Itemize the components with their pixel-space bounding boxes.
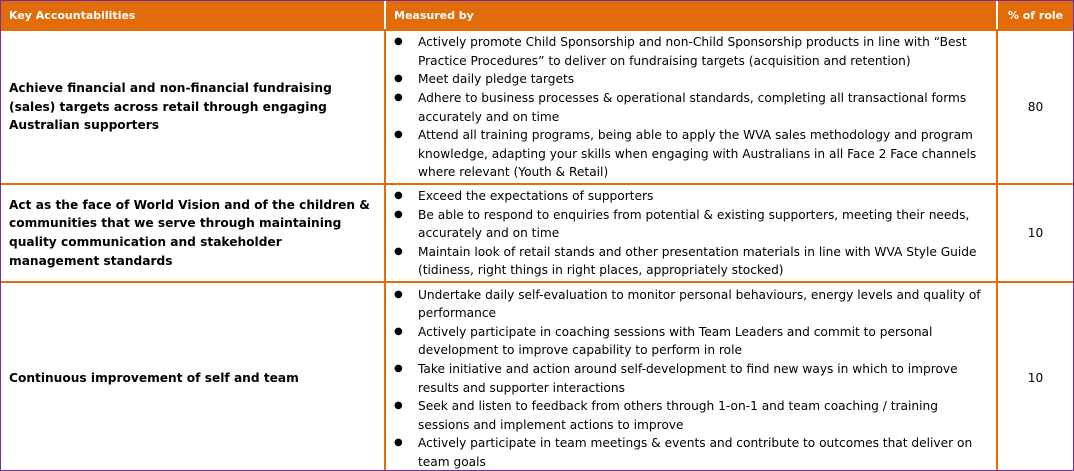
bullet-icon: ●: [394, 325, 403, 337]
list-item: ● Actively promote Child Sponsorship and …: [392, 33, 990, 70]
bullet-icon: ●: [394, 400, 403, 412]
measures-list: ● Undertake daily self-evaluation to moni…: [392, 286, 990, 470]
list-item: ● Actively participate in coaching sessio…: [392, 323, 990, 360]
measure-text: Meet daily pledge targets: [418, 72, 575, 87]
measure-text: Take initiative and action around self-d…: [418, 361, 958, 395]
measure-text: Undertake daily self-evaluation to monit…: [418, 287, 981, 321]
measured-by-cell: ● Exceed the expectations of supporters ●…: [384, 183, 997, 282]
bullet-icon: ●: [394, 208, 403, 220]
bullet-icon: ●: [394, 129, 403, 141]
table-row: Continuous improvement of self and team …: [1, 281, 1073, 470]
measure-text: Actively promote Child Sponsorship and n…: [418, 35, 967, 68]
list-item: ● Be able to respond to enquiries from po…: [392, 206, 990, 243]
list-item: ● Attend all training programs, being abl…: [392, 126, 990, 182]
list-item: ● Maintain look of retail stands and othe…: [392, 243, 990, 280]
measured-by-cell: ● Undertake daily self-evaluation to moni…: [384, 281, 997, 470]
bullet-icon: ●: [394, 362, 403, 374]
bullet-icon: ●: [394, 73, 403, 85]
measure-text: Seek and listen to feedback from others …: [418, 399, 938, 432]
measures-list: ● Exceed the expectations of supporters ●…: [392, 187, 990, 280]
header-percent-of-role: % of role: [996, 1, 1073, 31]
list-item: ● Meet daily pledge targets: [392, 70, 990, 89]
header-measured-by: Measured by: [384, 1, 997, 31]
accountability-cell: Achieve financial and non-financial fund…: [9, 81, 332, 133]
table-row: Achieve financial and non-financial fund…: [1, 30, 1073, 184]
measures-list: ● Actively promote Child Sponsorship and …: [392, 33, 990, 182]
list-item: ● Exceed the expectations of supporters: [392, 187, 990, 206]
measure-text: Adhere to business processes & operation…: [418, 90, 967, 124]
measure-text: Maintain look of retail stands and other…: [418, 244, 977, 278]
table-row: Act as the face of World Vision and of t…: [1, 183, 1073, 282]
table-header-row: Key Accountabilities Measured by % of ro…: [1, 1, 1073, 31]
measured-by-cell: ● Actively promote Child Sponsorship and …: [384, 30, 997, 184]
list-item: ● Take initiative and action around self-…: [392, 360, 990, 397]
measure-text: Exceed the expectations of supporters: [418, 189, 654, 204]
bullet-icon: ●: [394, 91, 403, 103]
measure-text: Be able to respond to enquiries from pot…: [418, 207, 970, 241]
accountability-cell: Act as the face of World Vision and of t…: [1, 183, 385, 282]
accountability-cell: Continuous improvement of self and team: [1, 281, 385, 470]
percent-cell: 80: [996, 30, 1073, 184]
bullet-icon: ●: [394, 288, 403, 300]
list-item: ● Seek and listen to feedback from others…: [392, 397, 990, 434]
list-item: ● Adhere to business processes & operatio…: [392, 89, 990, 126]
percent-cell: 10: [996, 183, 1073, 282]
measure-text: Actively participate in team meetings & …: [418, 436, 973, 469]
percent-cell: 10: [996, 281, 1073, 470]
bullet-icon: ●: [394, 437, 403, 449]
list-item: ● Undertake daily self-evaluation to moni…: [392, 286, 990, 323]
bullet-icon: ●: [394, 245, 403, 257]
header-key-accountabilities: Key Accountabilities: [1, 1, 385, 31]
bullet-icon: ●: [394, 36, 403, 48]
measure-text: Attend all training programs, being able…: [418, 128, 977, 180]
measure-text: Actively participate in coaching session…: [418, 324, 933, 358]
bullet-icon: ●: [394, 190, 403, 202]
list-item: ● Actively participate in team meetings &…: [392, 434, 990, 470]
